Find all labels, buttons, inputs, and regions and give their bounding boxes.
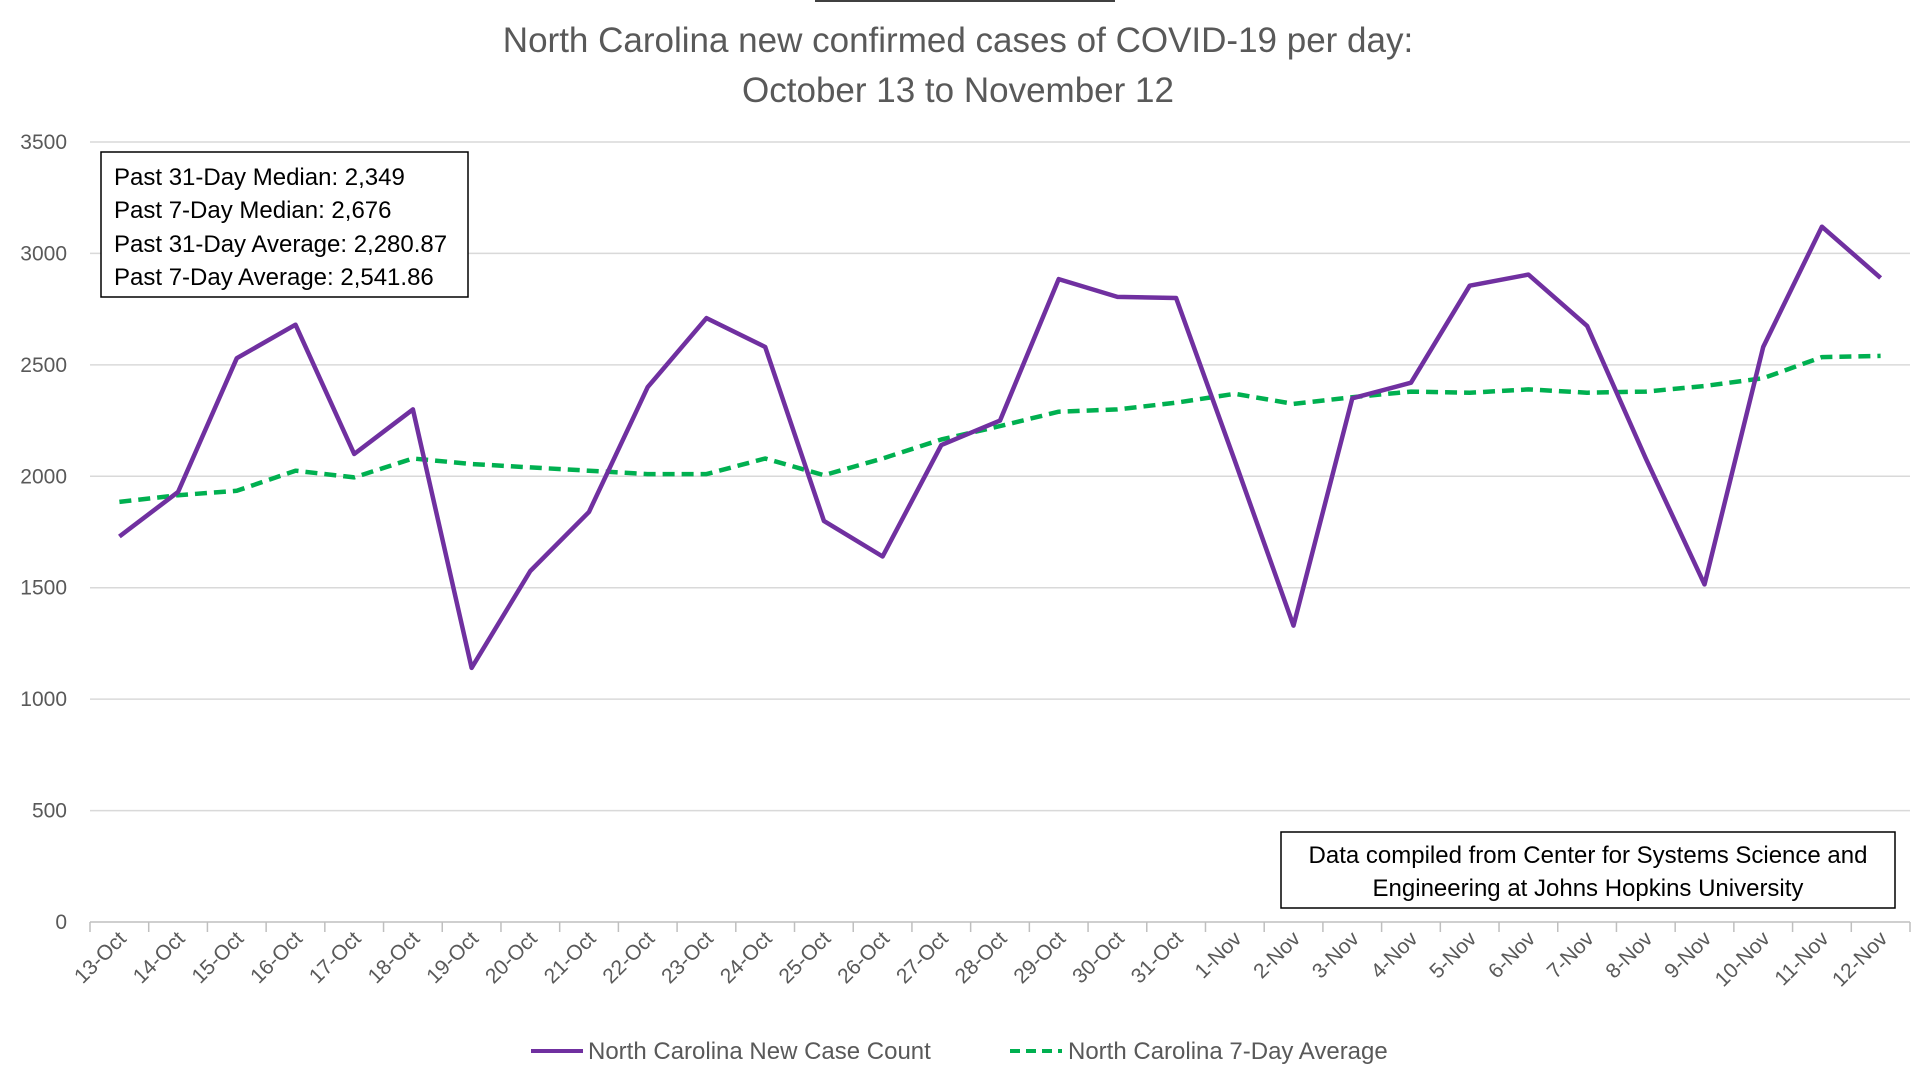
x-tick-label: 22-Oct bbox=[598, 927, 659, 988]
x-tick-label: 23-Oct bbox=[657, 927, 718, 988]
x-tick-label: 5-Nov bbox=[1425, 927, 1481, 983]
stats-line-1: Past 31-Day Median: 2,349 bbox=[114, 164, 405, 191]
x-tick-label: 9-Nov bbox=[1660, 927, 1716, 983]
x-tick-label: 19-Oct bbox=[422, 927, 483, 988]
source-note-box: Data compiled from Center for Systems Sc… bbox=[1280, 831, 1896, 909]
stats-line-3: Past 31-Day Average: 2,280.87 bbox=[114, 231, 447, 258]
x-tick-label: 6-Nov bbox=[1484, 927, 1540, 983]
x-tick-label: 31-Oct bbox=[1127, 927, 1188, 988]
source-note-line-1: Data compiled from Center for Systems Sc… bbox=[1309, 842, 1868, 869]
series-line-7day-average bbox=[119, 353, 1881, 505]
x-axis-ticks: 13-Oct14-Oct15-Oct16-Oct17-Oct18-Oct19-O… bbox=[70, 927, 1892, 991]
stats-box: Past 31-Day Median: 2,349 Past 7-Day Med… bbox=[100, 151, 469, 298]
stats-line-4: Past 7-Day Average: 2,541.86 bbox=[114, 264, 434, 291]
y-tick-label: 1500 bbox=[20, 577, 67, 600]
series-lines bbox=[118, 224, 1883, 671]
source-note-line-2: Engineering at Johns Hopkins University bbox=[1373, 875, 1804, 902]
x-tick-label: 1-Nov bbox=[1190, 927, 1246, 983]
y-tick-label: 2000 bbox=[20, 465, 67, 488]
x-tick-label: 30-Oct bbox=[1068, 927, 1129, 988]
chart-title: North Carolina new confirmed cases of CO… bbox=[503, 21, 1413, 60]
x-tick-label: 29-Oct bbox=[1009, 927, 1070, 988]
x-tick-label: 27-Oct bbox=[892, 927, 953, 988]
x-tick-label: 4-Nov bbox=[1367, 927, 1423, 983]
x-tick-label: 14-Oct bbox=[129, 927, 190, 988]
y-axis-ticks: 0 500 1000 1500 2000 2500 3000 3500 bbox=[20, 131, 67, 934]
x-tick-label: 16-Oct bbox=[246, 927, 307, 988]
y-tick-label: 1000 bbox=[20, 688, 67, 711]
legend-label-new-cases: North Carolina New Case Count bbox=[588, 1038, 931, 1065]
x-tick-label: 17-Oct bbox=[305, 927, 366, 988]
y-tick-label: 2500 bbox=[20, 354, 67, 377]
x-tick-label: 8-Nov bbox=[1601, 927, 1657, 983]
stats-line-2: Past 7-Day Median: 2,676 bbox=[114, 197, 392, 224]
y-tick-label: 0 bbox=[55, 911, 67, 934]
x-tick-label: 3-Nov bbox=[1308, 927, 1364, 983]
y-tick-label: 3000 bbox=[20, 242, 67, 265]
x-tick-label: 20-Oct bbox=[481, 927, 542, 988]
chart-subtitle: October 13 to November 12 bbox=[742, 71, 1174, 110]
x-tick-label: 26-Oct bbox=[833, 927, 894, 988]
x-tick-label: 2-Nov bbox=[1249, 927, 1305, 983]
x-tick-label: 21-Oct bbox=[540, 927, 601, 988]
legend: North Carolina New Case Count North Caro… bbox=[531, 1038, 1388, 1065]
x-tick-label: 24-Oct bbox=[716, 927, 777, 988]
y-tick-label: 500 bbox=[32, 800, 67, 823]
y-tick-label: 3500 bbox=[20, 131, 67, 154]
x-axis bbox=[89, 921, 1911, 932]
x-tick-label: 10-Nov bbox=[1711, 927, 1775, 991]
x-tick-label: 25-Oct bbox=[775, 927, 836, 988]
source-note-border bbox=[1280, 831, 1896, 909]
x-tick-label: 7-Nov bbox=[1543, 927, 1599, 983]
x-tick-label: 28-Oct bbox=[951, 927, 1012, 988]
x-tick-label: 18-Oct bbox=[364, 927, 425, 988]
x-tick-label: 13-Oct bbox=[70, 927, 131, 988]
x-tick-label: 11-Nov bbox=[1770, 927, 1833, 990]
x-tick-label: 15-Oct bbox=[187, 927, 248, 988]
x-tick-label: 12-Nov bbox=[1828, 927, 1892, 991]
legend-label-7day-avg: North Carolina 7-Day Average bbox=[1068, 1038, 1388, 1065]
series-line-new-case-count bbox=[118, 224, 1883, 671]
stats-box-border bbox=[100, 151, 469, 298]
